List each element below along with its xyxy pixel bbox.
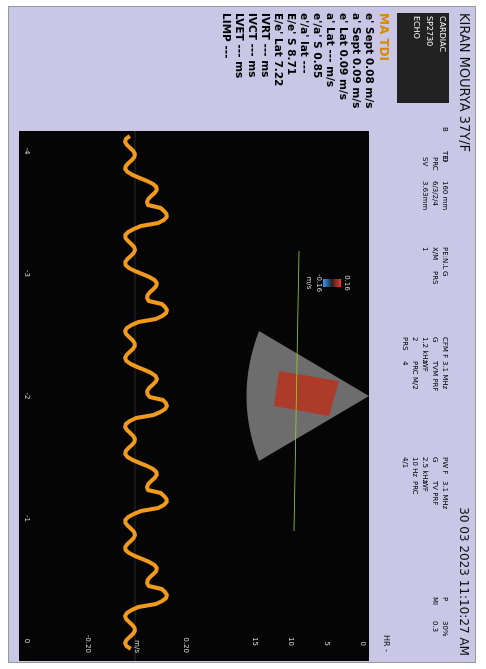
time-tick: -4 [23, 148, 31, 156]
param-text: 4 [401, 361, 409, 366]
time-tick: -3 [23, 270, 31, 277]
param-text: 2 [411, 337, 419, 342]
param-text: WF [421, 481, 429, 492]
measurement: a' Sept 0.09 m/s [350, 13, 362, 109]
param-text: B [441, 127, 449, 132]
param-text: PRS [431, 271, 439, 285]
depth-tick: 5 [323, 642, 331, 646]
param-text: MI [431, 597, 439, 606]
param-text: P [441, 597, 449, 602]
measurement: e' Lat 0.09 m/s [337, 13, 349, 101]
param-text: 0.3 [431, 621, 439, 633]
frame: KIRAN MOURYA 37Y/F 30 03 2023 11:10:27 A… [8, 6, 476, 663]
param-text: 1 [421, 247, 429, 252]
color-scale-label: m/s [305, 277, 313, 290]
datetime: 30 03 2023 11:10:27 AM [457, 507, 471, 656]
measurement: IVRT --- ms [259, 13, 271, 78]
param-text: PW F [441, 457, 449, 475]
velocity-tick: -0.20 [84, 635, 92, 653]
param-text: TVM PRF [431, 361, 439, 392]
param-text: CFM F [441, 337, 449, 359]
preset-label: CARDIAC [438, 16, 447, 53]
param-text: 2.5 kHz [421, 457, 429, 484]
doppler-waveform [123, 134, 169, 651]
velocity-tick: 0.20 [182, 637, 190, 653]
patient-name: KIRAN MOURYA 37Y/F [456, 13, 471, 153]
param-text: G [431, 337, 439, 343]
param-text: PRC M/2 [411, 361, 419, 390]
param-text: 3.1 MHz [441, 481, 449, 510]
param-text: PRC [411, 481, 419, 495]
param-text: 1.2 kHz [421, 337, 429, 364]
measurement: e'/a' S 0.85 [311, 13, 323, 79]
mode-label: MA TDI [377, 13, 391, 62]
preset-label: ECHO [412, 16, 421, 39]
param-text: TV PRF [431, 481, 439, 506]
param-text: 3.63mm [421, 181, 429, 211]
depth-tick: 10 [287, 637, 295, 646]
color-flow [274, 371, 339, 416]
cursor-line [293, 250, 300, 532]
param-text: PRS [401, 337, 409, 351]
measurement: a' Lat --- m/s [324, 13, 336, 88]
measurement: IVCT --- ms [246, 13, 258, 78]
measurement: E/e' Lat 7.22 [272, 13, 284, 87]
param-text: G [441, 271, 449, 277]
heart-rate: HR - [382, 634, 391, 652]
header-params: B TEI D 160 mm PRC 6/3/2/4 SV 3.63mm PE:N.L G X/M P… [379, 127, 449, 647]
measurement: LIMP --- [220, 13, 232, 59]
preset-label: SP2730 [425, 16, 434, 47]
color-scale-label: 0.16 [343, 275, 351, 291]
param-text: PRC [431, 157, 439, 171]
param-text: 10 Hz [411, 457, 419, 478]
param-text: 30% [441, 621, 449, 637]
param-text: 160 mm [441, 181, 449, 211]
measurement: LVET --- ms [233, 13, 245, 79]
measurement: E/e' S 8.71 [285, 13, 297, 76]
param-text: WF [421, 361, 429, 372]
time-tick: -1 [23, 515, 31, 522]
depth-tick: 15 [251, 637, 259, 646]
measurement: e'/a' lat --- [298, 13, 310, 74]
param-text: 6/3/2/4 [431, 181, 439, 206]
image-background [19, 131, 369, 661]
velocity-tick: m/s [133, 640, 141, 653]
param-text: 3.1 MHz [441, 361, 449, 390]
preset-box: CARDIAC SP2730 ECHO [397, 13, 449, 103]
color-bar [323, 279, 341, 287]
param-text: PE:N.L [441, 247, 449, 270]
color-scale-label: -0.16 [315, 274, 323, 293]
param-text: X/M [431, 247, 439, 261]
param-text: G [431, 457, 439, 463]
param-text: 4/1 [401, 457, 409, 469]
param-text: SV [421, 157, 429, 167]
measurement: e' Sept 0.08 m/s [363, 13, 375, 109]
time-tick: -2 [23, 393, 31, 400]
measurements: e' Sept 0.08 m/s a' Sept 0.09 m/s e' Lat 0… [219, 13, 375, 125]
depth-tick: 0 [359, 642, 367, 646]
time-tick: 0 [23, 639, 31, 643]
param-text: D [441, 157, 449, 163]
